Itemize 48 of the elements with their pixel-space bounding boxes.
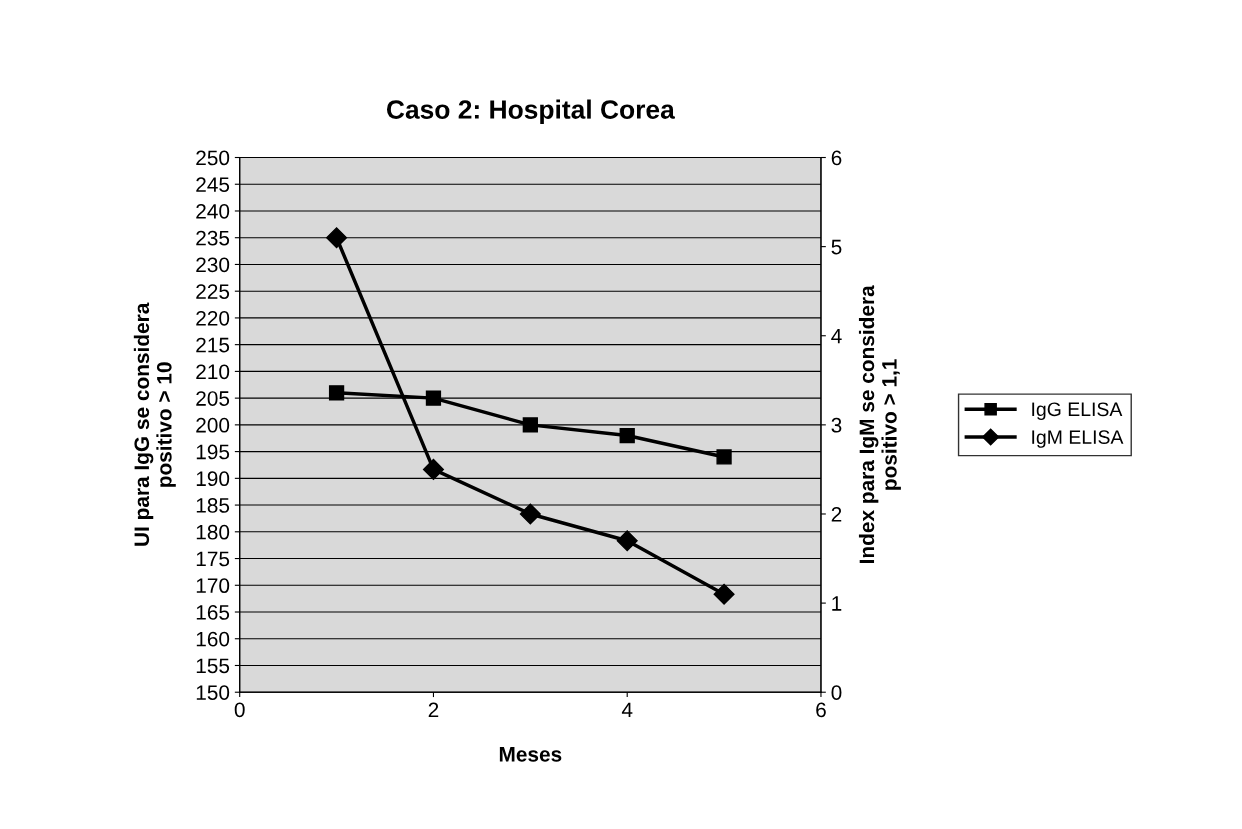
point <box>422 458 444 480</box>
y-tick-label: 195 <box>196 444 230 460</box>
point <box>522 417 538 433</box>
y-tick-label: 170 <box>196 578 230 594</box>
y2-axis-title: Index para IgM se considera positivo > 1,1 <box>858 285 901 563</box>
y-tick-label: 220 <box>196 310 230 326</box>
y-tick-label: 205 <box>196 391 230 406</box>
x-tick-label: 6 <box>816 702 826 718</box>
y-tick-label: 235 <box>196 230 230 246</box>
y-tick-label: 230 <box>196 257 230 273</box>
y-tick-label: 185 <box>196 498 230 513</box>
x-tick-label: 0 <box>234 702 245 718</box>
point <box>716 449 732 465</box>
y2-tick-label: 4 <box>831 328 842 344</box>
point <box>425 390 442 406</box>
y-tick-label: 225 <box>196 284 230 299</box>
y-tick-label: 155 <box>196 658 230 674</box>
point <box>713 583 735 605</box>
y-tick-label: 215 <box>196 337 230 353</box>
point <box>326 227 348 249</box>
point <box>328 385 345 401</box>
y-tick-label: 165 <box>196 605 230 620</box>
point <box>619 427 635 444</box>
chart-title: Caso 2: Hospital Corea <box>386 99 675 125</box>
x-axis-title: Meses <box>499 747 562 762</box>
y-tick-label: 160 <box>196 631 230 647</box>
y-tick-label: 175 <box>196 551 230 567</box>
y2-tick-label: 1 <box>832 596 842 611</box>
legend-label: IgG ELISA <box>1032 402 1123 420</box>
y2-tick-label: 6 <box>831 150 842 166</box>
y-tick-label: 245 <box>196 177 230 192</box>
legend-label: IgM ELISA <box>1032 430 1124 448</box>
y-tick-label: 210 <box>196 364 230 380</box>
y2-tick-label: 5 <box>831 239 842 255</box>
y-tick-label: 180 <box>196 524 230 540</box>
y-tick-label: 200 <box>196 417 230 433</box>
y-tick-label: 190 <box>196 471 230 487</box>
y2-tick-label: 0 <box>831 685 842 700</box>
y-tick-label: 150 <box>196 685 230 700</box>
point <box>519 503 541 525</box>
y2-tick-label: 2 <box>831 506 842 522</box>
y-tick-label: 240 <box>196 203 230 219</box>
y2-tick-label: 3 <box>831 417 842 433</box>
y-tick-label: 250 <box>196 150 230 166</box>
point <box>616 530 638 552</box>
x-tick-label: 2 <box>428 702 439 718</box>
y-axis-title: UI para IgG se considera positivo > 10 <box>133 302 176 546</box>
x-tick-label: 4 <box>621 702 633 718</box>
